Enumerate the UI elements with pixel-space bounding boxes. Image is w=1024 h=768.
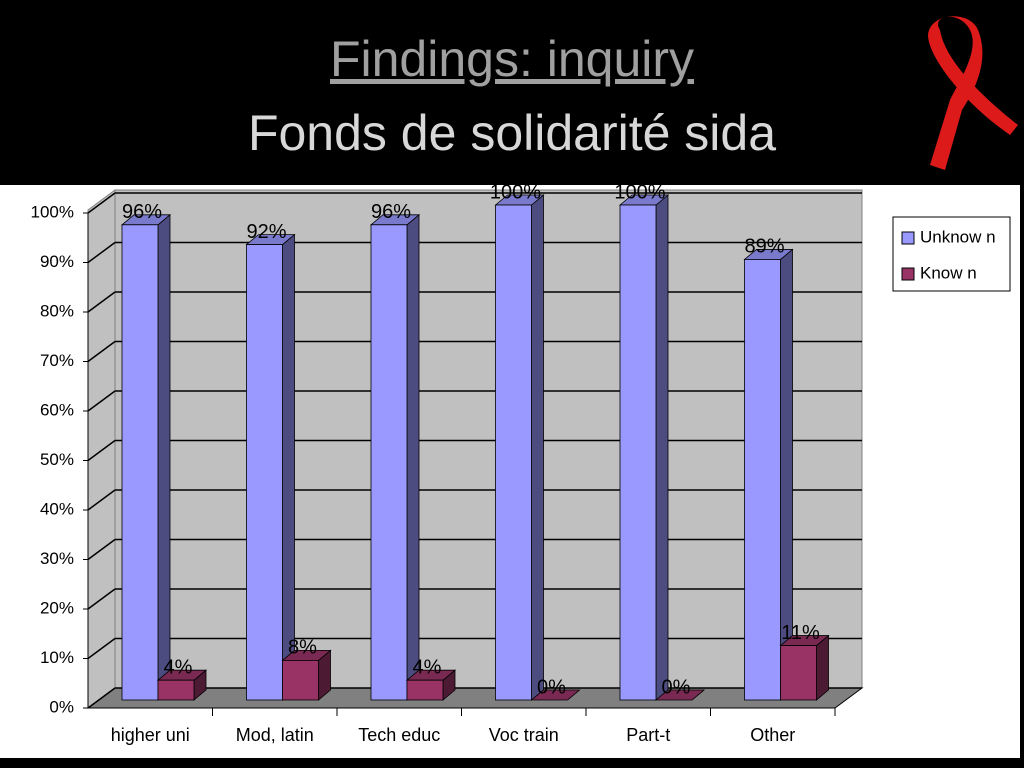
y-tick-label: 20% — [40, 598, 74, 617]
y-tick-label: 60% — [40, 400, 74, 419]
bar-side — [816, 634, 829, 701]
y-tick-label: 80% — [40, 301, 74, 320]
value-label: 100% — [490, 185, 541, 203]
red-ribbon — [928, 16, 1018, 171]
legend-label: Unknow n — [920, 227, 996, 246]
bar-front — [744, 259, 781, 701]
x-tick-label: Tech educ — [358, 725, 440, 745]
bar — [281, 649, 332, 701]
grid-line-side — [87, 192, 116, 214]
y-tick-label: 50% — [40, 450, 74, 469]
grid-line-side — [87, 687, 116, 709]
bar-front — [121, 224, 159, 701]
y-tick-label: 10% — [40, 648, 74, 667]
bar-side — [406, 213, 420, 701]
y-tick-label: 100% — [31, 202, 74, 221]
bar-side — [157, 213, 171, 701]
value-label: 8% — [288, 637, 317, 659]
chart: 0% 10% 20% 30% 40% 50% 60% 70% 80% 90% 100% higher … — [0, 185, 1020, 758]
bar — [618, 194, 670, 701]
legend-swatch — [901, 231, 915, 245]
bar — [494, 194, 545, 701]
bar — [779, 634, 830, 701]
side-wall — [87, 189, 116, 709]
value-label: 100% — [614, 185, 665, 203]
y-tick-label: 70% — [40, 351, 74, 370]
grid-line-side — [87, 291, 116, 313]
grid-line-side — [87, 390, 116, 412]
value-label: 4% — [164, 656, 193, 678]
bar-front — [246, 244, 283, 701]
bar-top — [654, 689, 706, 701]
bar-front — [495, 204, 532, 701]
x-tick-label: higher uni — [111, 725, 190, 745]
bar-front — [370, 224, 408, 701]
value-label: 0% — [537, 676, 566, 698]
grid-line-side — [87, 489, 116, 511]
grid-line-side — [87, 241, 116, 264]
legend-label: Know n — [920, 263, 977, 282]
value-label: 96% — [371, 201, 411, 223]
bar-front — [157, 679, 195, 701]
x-tick-label: Part-t — [626, 725, 670, 745]
bar — [405, 669, 457, 701]
legend-swatch — [901, 267, 915, 281]
value-label: 11% — [781, 622, 820, 644]
subtitle: Fonds de solidarité sida — [247, 105, 777, 161]
x-tick-label: Other — [750, 725, 795, 745]
value-label: 4% — [413, 656, 442, 678]
value-label: 96% — [122, 201, 162, 223]
grid-line-side — [87, 588, 116, 610]
bar-side — [655, 194, 669, 701]
bar — [156, 669, 208, 701]
title: Findings: inquiry — [329, 31, 695, 87]
bar-side — [531, 194, 544, 701]
value-label: 0% — [662, 676, 691, 698]
bar-front — [282, 660, 319, 701]
bar — [245, 233, 296, 701]
bar-front — [406, 679, 444, 701]
bar-top — [530, 689, 581, 701]
ribbon-shape — [928, 16, 1018, 171]
grid-line-side — [87, 340, 116, 363]
bar-side — [282, 233, 295, 701]
grid-line-side — [87, 538, 116, 561]
bar — [743, 248, 794, 701]
y-tick-label: 90% — [40, 252, 74, 271]
x-tick-label: Mod, latin — [236, 725, 314, 745]
bar-front — [619, 204, 657, 701]
value-label: 89% — [744, 236, 784, 258]
x-tick-label: Voc train — [489, 725, 559, 745]
value-label: 92% — [246, 221, 286, 243]
y-tick-label: 0% — [49, 697, 74, 716]
bar — [654, 689, 706, 701]
y-tick-label: 30% — [40, 549, 74, 568]
bar — [120, 213, 172, 701]
y-tick-label: 40% — [40, 499, 74, 518]
bar-front — [780, 645, 817, 701]
bar — [530, 689, 581, 701]
bar — [369, 213, 421, 701]
grid-line-side — [87, 637, 116, 660]
grid-line-side — [87, 439, 116, 462]
